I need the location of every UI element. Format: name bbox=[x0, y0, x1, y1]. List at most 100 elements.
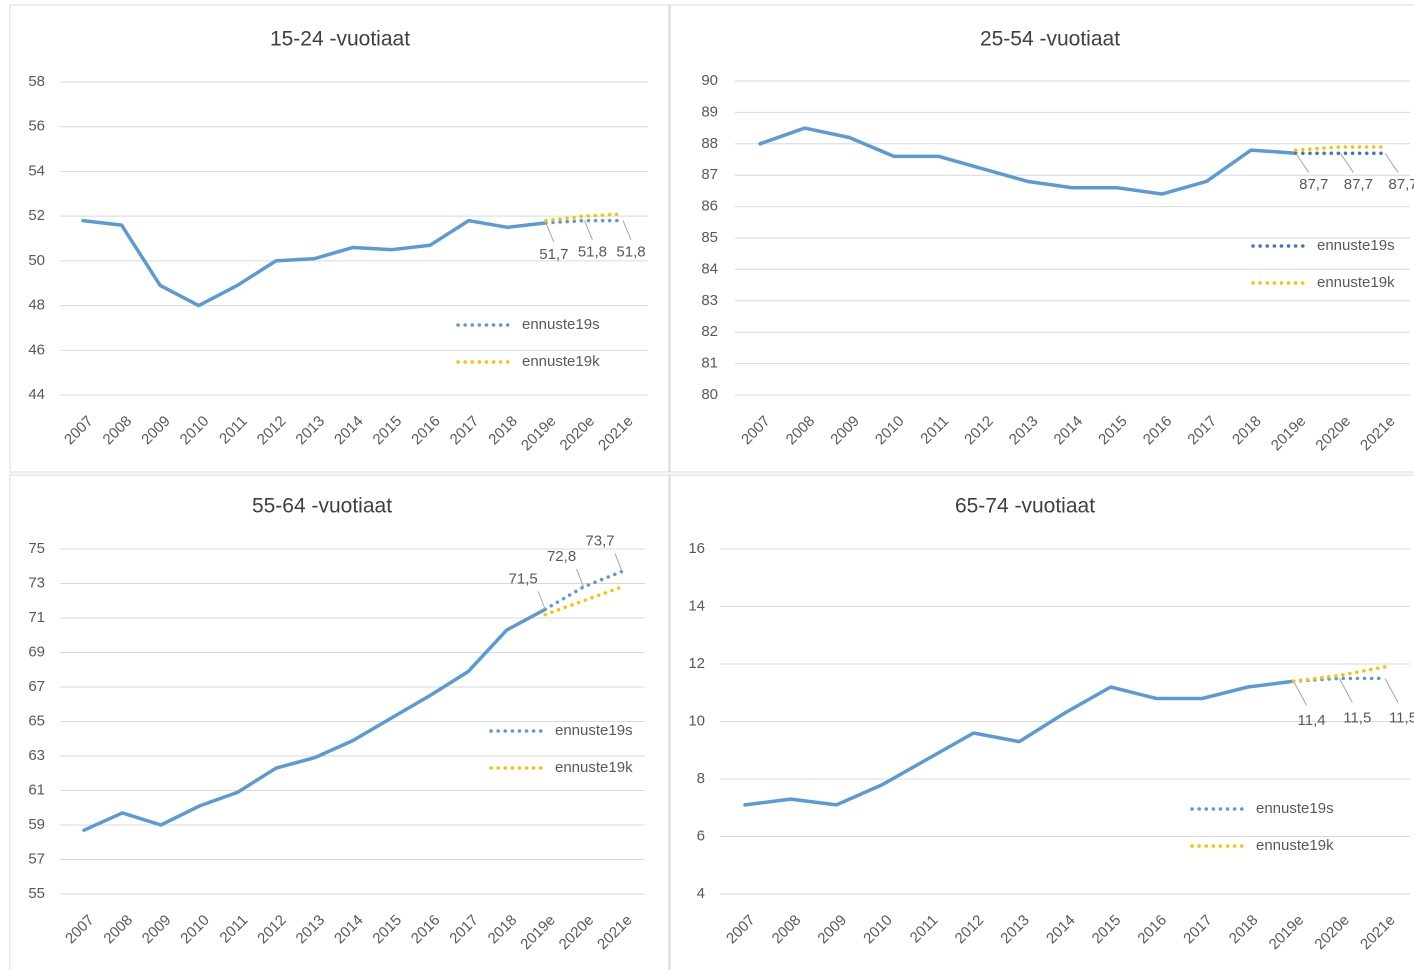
x-tick-label: 2017 bbox=[447, 413, 483, 449]
label-leader bbox=[1338, 678, 1353, 703]
x-tick-label: 2009 bbox=[827, 413, 863, 449]
y-tick-label: 12 bbox=[688, 655, 705, 672]
chart-title: 25-54 -vuotiaat bbox=[980, 28, 1120, 51]
series-line bbox=[758, 126, 1298, 196]
data-label: 71,5 bbox=[509, 570, 538, 587]
x-tick-label: 2021e bbox=[1357, 413, 1399, 455]
x-tick-label: 2019e bbox=[518, 413, 560, 455]
x-tick-label: 2018 bbox=[1229, 413, 1265, 449]
x-tick-label: 2014 bbox=[331, 912, 367, 948]
legend-label: ennuste19k bbox=[1256, 837, 1334, 854]
x-tick-label: 2018 bbox=[1226, 912, 1262, 948]
series-line bbox=[544, 212, 625, 223]
y-tick-label: 55 bbox=[28, 885, 45, 902]
y-tick-label: 88 bbox=[701, 135, 718, 152]
label-leader bbox=[614, 553, 623, 572]
x-tick-label: 2015 bbox=[1089, 912, 1125, 948]
x-tick-label: 2007 bbox=[723, 912, 759, 948]
legend-label: ennuste19k bbox=[1317, 274, 1395, 291]
x-tick-label: 2019e bbox=[1268, 413, 1310, 455]
series-line bbox=[82, 607, 547, 832]
x-tick-label: 2014 bbox=[1043, 912, 1079, 948]
series-line bbox=[81, 218, 548, 308]
x-tick-label: 2009 bbox=[814, 912, 850, 948]
y-tick-label: 52 bbox=[28, 207, 45, 224]
label-leader bbox=[576, 568, 585, 588]
panel-frame bbox=[669, 4, 1414, 473]
y-tick-label: 8 bbox=[697, 770, 705, 787]
data-label: 11,5 bbox=[1389, 709, 1414, 726]
x-tick-label: 2015 bbox=[1095, 413, 1131, 449]
x-tick-label: 2014 bbox=[331, 413, 367, 449]
y-tick-label: 84 bbox=[701, 260, 718, 277]
x-tick-label: 2011 bbox=[917, 413, 952, 448]
y-tick-label: 90 bbox=[701, 72, 718, 89]
y-tick-label: 56 bbox=[28, 118, 45, 135]
data-label: 87,7 bbox=[1299, 176, 1328, 193]
x-tick-label: 2008 bbox=[783, 413, 819, 449]
x-tick-label: 2019e bbox=[517, 912, 559, 954]
chart-title: 55-64 -vuotiaat bbox=[252, 495, 392, 518]
x-tick-label: 2020e bbox=[556, 912, 598, 954]
legend-label: ennuste19s bbox=[555, 722, 633, 739]
x-tick-label: 2008 bbox=[100, 912, 136, 948]
y-tick-label: 82 bbox=[701, 323, 718, 340]
label-leader bbox=[1339, 152, 1354, 173]
legend-label: ennuste19k bbox=[522, 353, 600, 370]
legend-label: ennuste19s bbox=[1256, 800, 1334, 817]
x-tick-label: 2010 bbox=[860, 912, 896, 948]
x-tick-label: 2021e bbox=[1357, 912, 1399, 954]
y-tick-label: 57 bbox=[28, 850, 45, 867]
legend-label: ennuste19s bbox=[522, 316, 600, 333]
label-leader bbox=[545, 222, 555, 243]
data-label: 87,7 bbox=[1388, 176, 1414, 193]
x-tick-label: 2017 bbox=[1184, 413, 1220, 449]
x-tick-label: 2010 bbox=[177, 413, 213, 449]
y-tick-label: 85 bbox=[701, 229, 718, 246]
x-tick-label: 2021e bbox=[595, 413, 637, 455]
y-tick-label: 44 bbox=[28, 386, 45, 403]
series-line bbox=[1293, 145, 1387, 152]
y-tick-label: 61 bbox=[28, 781, 45, 798]
y-tick-label: 89 bbox=[701, 103, 718, 120]
y-tick-label: 59 bbox=[28, 816, 45, 833]
data-label: 51,8 bbox=[578, 244, 607, 261]
data-label: 51,8 bbox=[616, 244, 645, 261]
label-leader bbox=[1384, 678, 1399, 703]
panel-frame bbox=[9, 474, 670, 970]
x-tick-label: 2020e bbox=[557, 413, 599, 455]
x-tick-label: 2011 bbox=[217, 912, 252, 947]
x-tick-label: 2007 bbox=[61, 413, 97, 449]
x-tick-label: 2018 bbox=[485, 413, 521, 449]
x-tick-label: 2008 bbox=[769, 912, 805, 948]
series-line bbox=[544, 218, 625, 225]
x-tick-label: 2012 bbox=[961, 413, 997, 449]
y-tick-label: 6 bbox=[697, 827, 705, 844]
x-tick-label: 2015 bbox=[369, 912, 405, 948]
x-tick-label: 2017 bbox=[1180, 912, 1216, 948]
y-tick-label: 67 bbox=[28, 678, 45, 695]
x-tick-label: 2012 bbox=[254, 413, 290, 449]
x-tick-label: 2017 bbox=[446, 912, 482, 948]
label-leader bbox=[622, 220, 632, 241]
data-label: 73,7 bbox=[585, 532, 614, 549]
data-label: 11,5 bbox=[1343, 709, 1371, 726]
y-tick-label: 4 bbox=[697, 885, 705, 902]
y-tick-label: 10 bbox=[688, 712, 705, 729]
data-label: 87,7 bbox=[1344, 176, 1373, 193]
chart-title: 15-24 -vuotiaat bbox=[270, 28, 410, 51]
x-tick-label: 2009 bbox=[139, 912, 175, 948]
y-tick-label: 58 bbox=[28, 73, 45, 90]
x-tick-label: 2010 bbox=[872, 413, 908, 449]
y-tick-label: 14 bbox=[688, 597, 705, 614]
y-tick-label: 50 bbox=[28, 252, 45, 269]
panel-frame bbox=[9, 4, 670, 473]
y-tick-label: 83 bbox=[701, 292, 718, 309]
x-tick-label: 2020e bbox=[1311, 912, 1353, 954]
x-tick-label: 2019e bbox=[1266, 912, 1308, 954]
series-line bbox=[1291, 665, 1387, 683]
y-tick-label: 87 bbox=[701, 166, 718, 183]
x-tick-label: 2011 bbox=[907, 912, 942, 947]
y-tick-label: 81 bbox=[701, 355, 718, 372]
